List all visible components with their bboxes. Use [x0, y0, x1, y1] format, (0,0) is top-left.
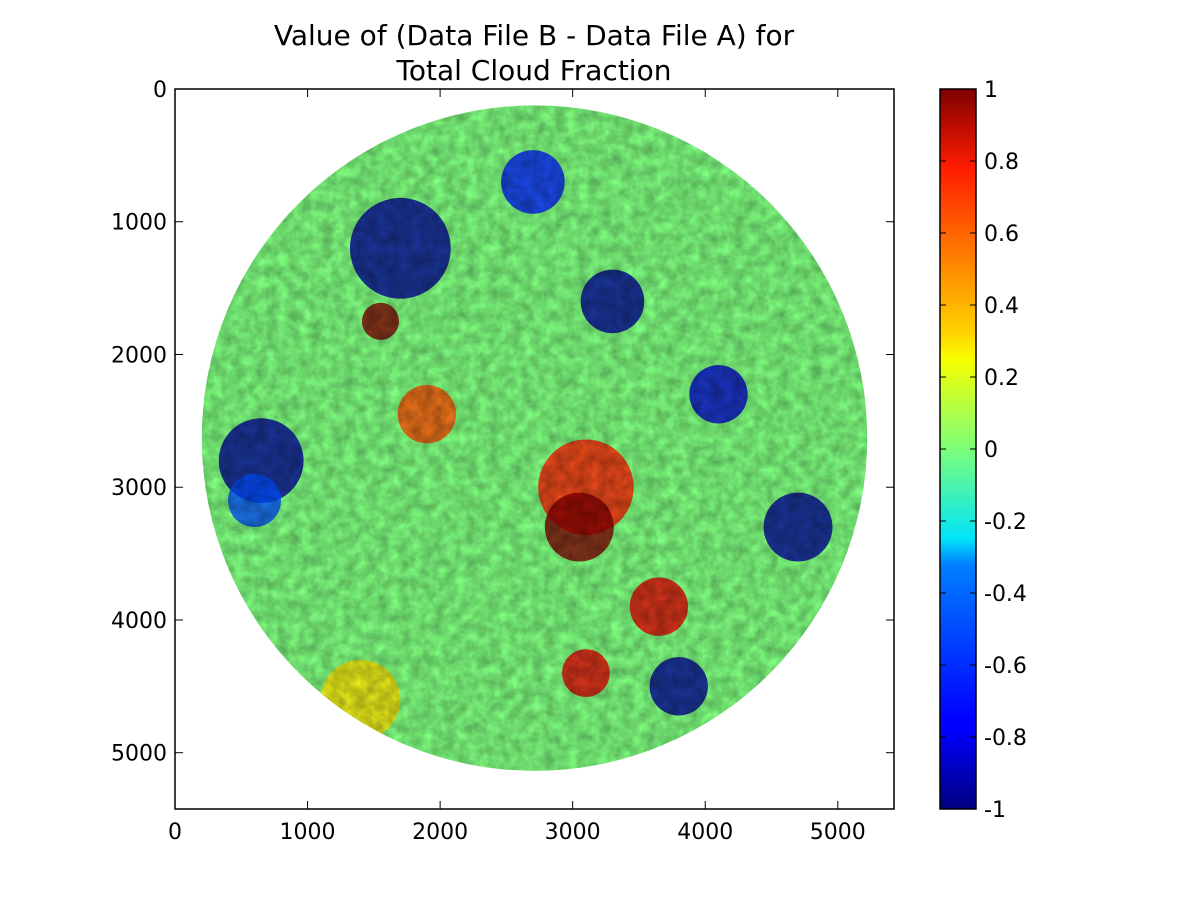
y-tick-label: 5000 [111, 742, 167, 767]
x-tick-label: 2000 [412, 820, 468, 845]
colorbar: 1 0.8 0.6 0.4 0.2 0 -0.2 -0.4 -0.6 -0.8 -1 [939, 78, 1027, 823]
colorbar-tick-label: 0.6 [984, 222, 1019, 247]
y-tick-label: 4000 [111, 609, 167, 634]
x-tick-label: 0 [168, 820, 182, 845]
colorbar-tick-label: -0.2 [984, 510, 1027, 535]
colorbar-tick-label: 0.8 [984, 150, 1019, 175]
plot-area: 0 1000 2000 3000 4000 5000 0 1000 2000 3000 4000 5… [111, 78, 895, 845]
colorbar-tick-label: 0.4 [984, 294, 1019, 319]
colorbar-tick-label: -0.4 [984, 582, 1027, 607]
y-tick-label: 0 [153, 78, 167, 103]
plot-frame [174, 88, 895, 810]
colorbar-tick-label: 0.2 [984, 366, 1019, 391]
x-tick-label: 4000 [677, 820, 733, 845]
y-tick-label: 3000 [111, 476, 167, 501]
y-tick-label: 2000 [111, 343, 167, 368]
colorbar-tick-label: -0.6 [984, 654, 1027, 679]
chart-title-line2: Total Cloud Fraction [396, 54, 672, 87]
x-tick-label: 5000 [810, 820, 866, 845]
speckle-overlay [201, 105, 868, 771]
y-tick-label: 1000 [111, 211, 167, 236]
x-axis: 0 1000 2000 3000 4000 5000 [168, 89, 866, 845]
chart-title-line1: Value of (Data File B - Data File A) for [274, 19, 795, 52]
earth-disk [201, 105, 868, 771]
x-tick-label: 3000 [545, 820, 601, 845]
colorbar-tick-label: 0 [984, 438, 998, 463]
colorbar-tick-label: -0.8 [984, 726, 1027, 751]
colorbar-tick-label: 1 [984, 78, 998, 103]
colorbar-tick-label: -1 [984, 798, 1006, 823]
x-tick-label: 1000 [280, 820, 336, 845]
colorbar-ticks: 1 0.8 0.6 0.4 0.2 0 -0.2 -0.4 -0.6 -0.8 -1 [940, 78, 1027, 823]
y-axis: 0 1000 2000 3000 4000 5000 [111, 78, 894, 767]
